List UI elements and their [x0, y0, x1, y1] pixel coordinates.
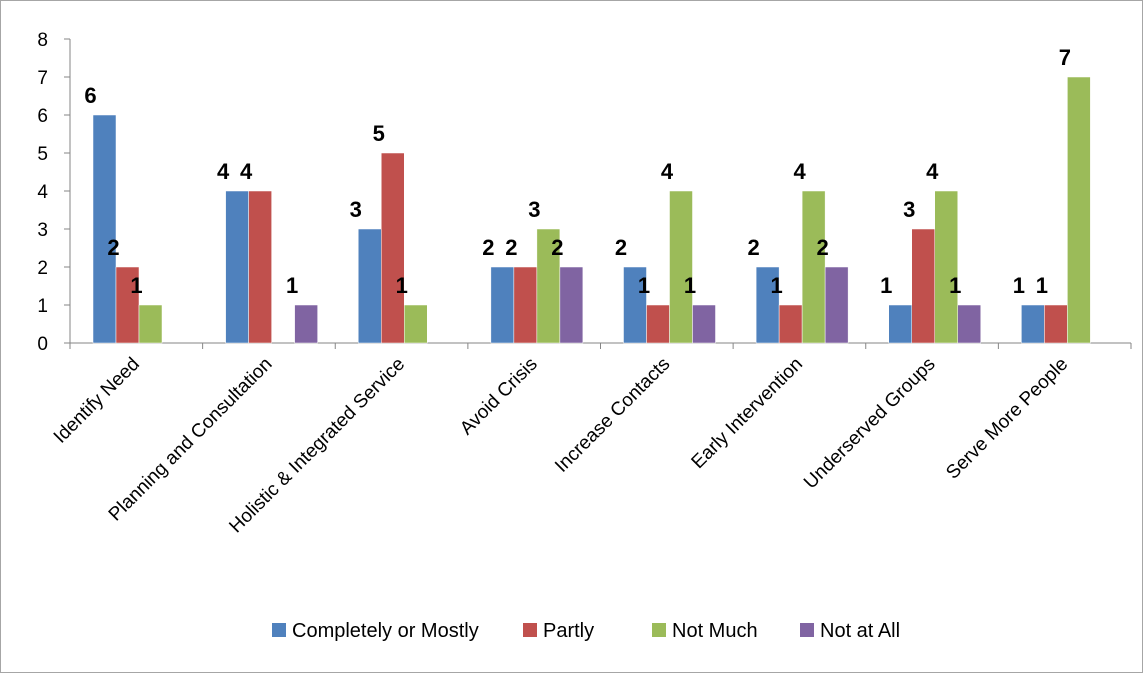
data-label: 1 [949, 273, 961, 298]
bar [404, 304, 428, 344]
data-label: 4 [217, 159, 230, 184]
data-label: 4 [794, 159, 807, 184]
data-label: 3 [903, 197, 915, 222]
y-tick-label: 3 [37, 220, 48, 241]
bar [824, 266, 849, 344]
data-label: 2 [615, 235, 627, 260]
bar [692, 304, 716, 344]
data-label: 1 [396, 273, 408, 298]
data-label: 1 [638, 273, 650, 298]
category-label: Serve More People [942, 354, 1072, 484]
data-label: 7 [1059, 45, 1071, 70]
bar [957, 304, 981, 344]
data-label: 4 [661, 159, 674, 184]
data-label: 2 [551, 235, 563, 260]
bar [911, 228, 935, 344]
y-tick-label: 6 [37, 106, 48, 127]
bar [92, 114, 117, 344]
y-tick-label: 8 [37, 30, 48, 51]
category-label: Early Intervention [688, 354, 807, 473]
y-tick-label: 4 [37, 182, 48, 203]
bar [669, 190, 693, 344]
bar [248, 190, 272, 344]
bar [559, 266, 584, 344]
legend-label: Partly [543, 620, 594, 642]
legend-swatch [652, 623, 666, 637]
data-label: 4 [240, 159, 253, 184]
data-label: 2 [505, 235, 517, 260]
legend-swatch [523, 623, 537, 637]
data-label: 1 [771, 273, 783, 298]
data-label: 1 [1036, 273, 1048, 298]
y-tick-label: 1 [37, 296, 48, 317]
bar [1067, 76, 1091, 344]
legend-label: Completely or Mostly [292, 620, 479, 642]
bar [358, 228, 382, 344]
data-label: 1 [1013, 273, 1025, 298]
data-label: 4 [926, 159, 939, 184]
data-label: 1 [130, 273, 142, 298]
data-label: 2 [107, 235, 119, 260]
legend-label: Not Much [672, 620, 758, 642]
category-label: Increase Contacts [551, 354, 674, 477]
bar [490, 266, 515, 344]
y-tick-label: 5 [37, 144, 48, 165]
bar [778, 304, 803, 344]
bar [513, 266, 538, 344]
bar [934, 190, 958, 344]
category-label: Identify Need [50, 354, 144, 448]
bar [294, 304, 318, 344]
bar [381, 152, 405, 344]
category-label: Underserved Groups [800, 354, 940, 494]
legend-swatch [272, 623, 286, 637]
data-label: 2 [482, 235, 494, 260]
y-tick-label: 7 [37, 68, 48, 89]
y-tick-label: 2 [37, 258, 48, 279]
data-label: 2 [748, 235, 760, 260]
legend-swatch [800, 623, 814, 637]
bar [801, 190, 826, 344]
bar [138, 304, 163, 344]
y-tick-label: 0 [37, 334, 48, 355]
data-label: 1 [880, 273, 892, 298]
bar [646, 304, 670, 344]
data-label: 3 [528, 197, 540, 222]
category-label: Avoid Crisis [456, 354, 542, 440]
bar [888, 304, 912, 344]
data-label: 1 [684, 273, 696, 298]
bar [1021, 304, 1045, 344]
bar [225, 190, 249, 344]
data-label: 1 [286, 273, 298, 298]
data-label: 5 [373, 121, 385, 146]
data-label: 2 [817, 235, 829, 260]
legend-label: Not at All [820, 620, 900, 642]
data-label: 6 [84, 83, 96, 108]
bar [1044, 304, 1068, 344]
data-label: 3 [350, 197, 362, 222]
